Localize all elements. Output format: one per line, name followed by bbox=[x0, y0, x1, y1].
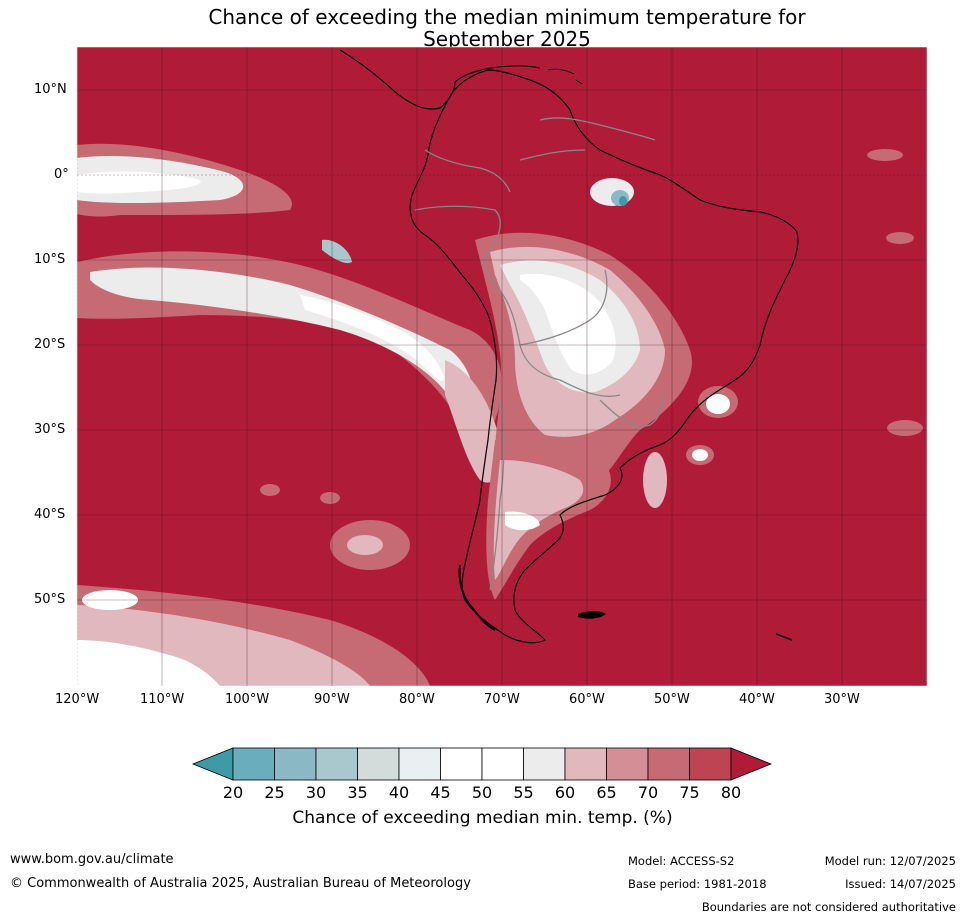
lon-label-110w: 110°W bbox=[140, 692, 185, 707]
colorbar-tick-80: 80 bbox=[721, 783, 741, 802]
lat-label-30s: 30°S bbox=[34, 422, 66, 437]
colorbar-bin-35-40 bbox=[357, 747, 400, 781]
map-title-line1: Chance of exceeding the median minimum t… bbox=[208, 5, 806, 29]
map-area bbox=[77, 47, 927, 686]
lat-label-40s: 40°S bbox=[34, 507, 66, 522]
central-america-coastline bbox=[339, 49, 483, 110]
colorbar-tick-20: 20 bbox=[223, 783, 243, 802]
colorbar-tick-40: 40 bbox=[389, 783, 409, 802]
colorbar-tick-65: 65 bbox=[596, 783, 616, 802]
lon-label-100w: 100°W bbox=[225, 692, 270, 707]
map-frame bbox=[76, 46, 928, 687]
footer-model-run: Model run: 12/07/2025 bbox=[824, 854, 956, 868]
lat-label-10s: 10°S bbox=[34, 252, 66, 267]
lat-label-10n: 10°N bbox=[34, 82, 67, 97]
colorbar-bin-20-25 bbox=[232, 747, 275, 781]
atlantic-patch-4 bbox=[886, 232, 914, 244]
footer-website: www.bom.gov.au/climate bbox=[10, 852, 174, 867]
lon-label-70w: 70°W bbox=[484, 692, 520, 707]
colorbar-label: Chance of exceeding median min. temp. (%… bbox=[292, 808, 673, 828]
colorbar-arrow-low bbox=[191, 747, 234, 781]
atlantic-patch-6 bbox=[643, 452, 667, 508]
country-borders bbox=[414, 117, 663, 591]
atlantic-patch-2-inner bbox=[692, 449, 708, 461]
colorbar-tick-30: 30 bbox=[306, 783, 326, 802]
footer-base-period: Base period: 1981-2018 bbox=[628, 877, 767, 891]
colorbar-arrow-high bbox=[730, 747, 773, 781]
colorbar-tick-50: 50 bbox=[472, 783, 492, 802]
colorbar-bin-30-35 bbox=[315, 747, 358, 781]
lat-label-0: 0° bbox=[54, 167, 69, 182]
amazon-delta-cold bbox=[619, 196, 627, 206]
colorbar-bin-50-55 bbox=[481, 747, 524, 781]
pacific-diagonal-band-core bbox=[300, 295, 445, 381]
south-georgia bbox=[775, 633, 793, 641]
southamerica-interior-white bbox=[520, 273, 616, 375]
lon-label-40w: 40°W bbox=[739, 692, 775, 707]
graticule bbox=[77, 47, 927, 686]
colorbar-bin-55-60 bbox=[523, 747, 566, 781]
atlantic-patch-3 bbox=[887, 420, 923, 436]
pacific-patch-3 bbox=[320, 492, 340, 504]
pacific-equatorial-band-core bbox=[77, 171, 201, 194]
colorbar-tick-70: 70 bbox=[638, 783, 658, 802]
atlantic-patch-1-inner bbox=[706, 394, 730, 414]
lon-label-60w: 60°W bbox=[569, 692, 605, 707]
lon-label-30w: 30°W bbox=[824, 692, 860, 707]
lon-label-50w: 50°W bbox=[654, 692, 690, 707]
colorbar-tick-25: 25 bbox=[264, 783, 284, 802]
footer-copyright: © Commonwealth of Australia 2025, Austra… bbox=[10, 876, 471, 891]
colorbar-bin-60-65 bbox=[564, 747, 607, 781]
colorbar-bin-45-50 bbox=[440, 747, 483, 781]
colorbar-bin-70-75 bbox=[647, 747, 690, 781]
patagonia-white-patch bbox=[505, 511, 540, 531]
footer-issued: Issued: 14/07/2025 bbox=[845, 877, 956, 891]
south-america-coastline bbox=[409, 69, 799, 644]
colorbar-bin-25-30 bbox=[274, 747, 317, 781]
southern-band-white bbox=[77, 640, 220, 686]
atlantic-patch-5 bbox=[867, 149, 903, 161]
falkland-islands bbox=[578, 611, 606, 619]
colorbar-tick-35: 35 bbox=[347, 783, 367, 802]
southern-chile-fjords bbox=[458, 564, 496, 631]
map-title-line2: September 2025 bbox=[423, 27, 591, 51]
colorbar-bin-75-80 bbox=[689, 747, 732, 781]
chile-coastal-band bbox=[445, 360, 502, 483]
lat-label-50s: 50°S bbox=[34, 592, 66, 607]
colorbar-bin-65-70 bbox=[606, 747, 649, 781]
footer-boundaries-note: Boundaries are not considered authoritat… bbox=[701, 900, 956, 914]
colorbar-tick-60: 60 bbox=[555, 783, 575, 802]
lat-label-20s: 20°S bbox=[34, 337, 66, 352]
footer-model: Model: ACCESS-S2 bbox=[628, 854, 735, 868]
caribbean-islands bbox=[479, 65, 583, 85]
pacific-cool-patch bbox=[322, 239, 352, 264]
colorbar-tick-55: 55 bbox=[513, 783, 533, 802]
patagonia-light bbox=[493, 460, 584, 580]
pacific-patch-2 bbox=[260, 484, 280, 496]
colorbar-tick-45: 45 bbox=[430, 783, 450, 802]
lon-label-120w: 120°W bbox=[55, 692, 100, 707]
colorbar-bin-40-45 bbox=[398, 747, 441, 781]
colorbar: 20 25 30 35 40 45 50 55 60 65 70 75 80 bbox=[191, 747, 773, 802]
pacific-patch-1-inner bbox=[347, 535, 383, 555]
lon-label-80w: 80°W bbox=[399, 692, 435, 707]
lon-label-90w: 90°W bbox=[314, 692, 350, 707]
colorbar-tick-75: 75 bbox=[679, 783, 699, 802]
